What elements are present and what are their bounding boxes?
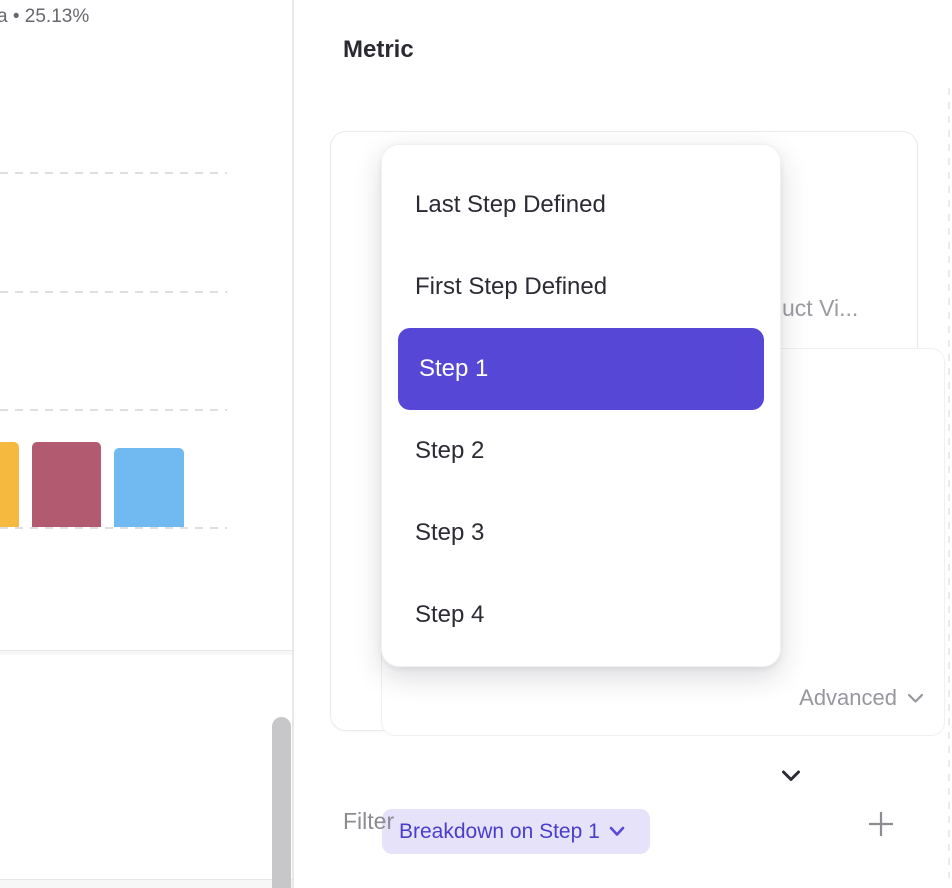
collapse-chevron-icon[interactable] [781,769,801,783]
step-select-dropdown: Last Step Defined First Step Defined Ste… [381,144,781,667]
gridline-baseline [0,527,227,529]
scrollbar-thumb[interactable] [272,717,291,888]
add-filter-plus-icon[interactable] [866,809,896,839]
dashed-edge-decoration [948,88,950,878]
funnel-bar-blue[interactable] [114,448,184,527]
dropdown-item-step-4[interactable]: Step 4 [415,601,485,628]
gridline [0,409,227,411]
gridline [0,172,227,174]
breakdown-on-step-button[interactable]: Breakdown on Step 1 [382,809,650,854]
metric-settings-panel: Metric uct Vi... Advanced [294,0,952,888]
gridline [0,291,227,293]
event-name-truncated[interactable]: uct Vi... [782,295,859,321]
section-title-metric: Metric [343,36,414,63]
chart-toolbar-card: % [0,655,292,880]
dropdown-item-last-step-defined[interactable]: Last Step Defined [415,191,606,218]
chevron-down-icon [609,826,625,837]
dropdown-item-step-3[interactable]: Step 3 [415,519,485,546]
funnel-chart-card: a • 25.13% [0,0,292,651]
filter-section-title: Filter [343,808,395,834]
dropdown-item-first-step-defined[interactable]: First Step Defined [415,273,608,300]
breakdown-button-label: Breakdown on Step 1 [399,819,600,843]
dropdown-item-step-1-selected[interactable]: Step 1 [398,328,764,410]
advanced-label: Advanced [799,685,897,710]
chevron-down-icon [907,693,924,704]
funnel-bar-yellow[interactable] [0,442,19,527]
funnel-bar-maroon[interactable] [32,442,101,527]
chart-legend-value: a • 25.13% [0,6,90,27]
metric-card: uct Vi... Advanced Breakdown on St [330,131,945,854]
advanced-toggle[interactable]: Advanced [799,685,924,711]
filter-section: Filter [294,796,952,856]
dropdown-item-step-2[interactable]: Step 2 [415,437,485,464]
panel-divider [292,0,294,888]
chart-panel: a • 25.13% % [0,0,292,888]
